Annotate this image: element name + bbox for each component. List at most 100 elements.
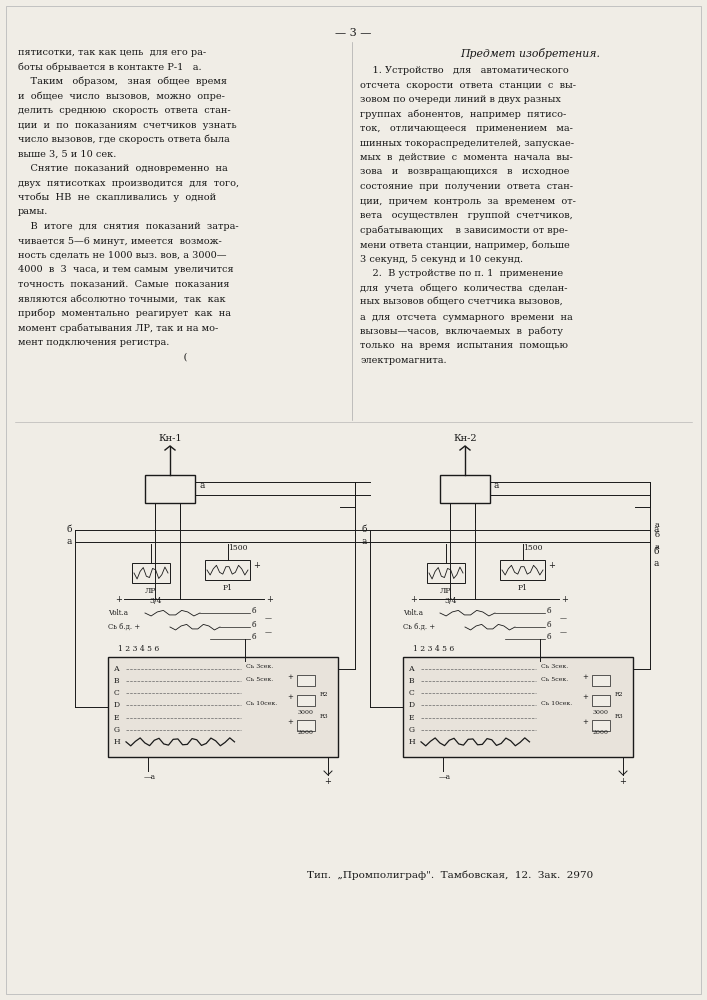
Text: б: б [252, 621, 257, 629]
Text: ных вызовов общего счетчика вызовов,: ных вызовов общего счетчика вызовов, [360, 298, 563, 307]
Text: б: б [654, 548, 660, 556]
Text: б: б [252, 633, 257, 641]
Text: чтобы  НВ  не  скапливались  у  одной: чтобы НВ не скапливались у одной [18, 193, 216, 202]
Text: 4000  в  3  часа, и тем самым  увеличится: 4000 в 3 часа, и тем самым увеличится [18, 265, 233, 274]
Text: число вызовов, где скорость ответа была: число вызовов, где скорость ответа была [18, 135, 230, 144]
Text: а: а [199, 481, 204, 490]
Text: б: б [655, 531, 660, 539]
Text: +: + [619, 777, 626, 786]
Text: зова   и   возвращающихся   в   исходное: зова и возвращающихся в исходное [360, 167, 569, 176]
Text: Е: Е [114, 714, 119, 722]
Text: G: G [114, 726, 120, 734]
Text: 3/4: 3/4 [445, 597, 457, 605]
Text: А: А [409, 665, 415, 673]
Text: делить  среднюю  скорость  ответа  стан-: делить среднюю скорость ответа стан- [18, 106, 230, 115]
Text: R3: R3 [320, 714, 329, 720]
Text: +: + [325, 777, 332, 786]
Text: +: + [583, 674, 589, 680]
Text: боты обрывается в контакте Р-1   а.: боты обрывается в контакте Р-1 а. [18, 62, 201, 72]
Text: и  общее  число  вызовов,  можно  опре-: и общее число вызовов, можно опре- [18, 92, 225, 101]
Text: 1 2 3 4 5 6: 1 2 3 4 5 6 [118, 645, 159, 653]
Bar [132, 563, 170, 583]
Text: +: + [288, 674, 293, 680]
Text: срабатывающих    в зависимости от вре-: срабатывающих в зависимости от вре- [360, 226, 568, 235]
Text: вызовы—часов,  включаемых  в  работу: вызовы—часов, включаемых в работу [360, 327, 563, 336]
Text: +: + [410, 594, 417, 603]
Text: Сь 10сек.: Сь 10сек. [541, 701, 572, 706]
Text: Сь б.д. +: Сь б.д. + [108, 623, 140, 631]
Text: а: а [494, 481, 499, 490]
Bar [592, 720, 609, 731]
Text: ции,  причем  контроль  за  временем  от-: ции, причем контроль за временем от- [360, 196, 576, 206]
Text: б: б [361, 526, 367, 534]
Bar [297, 675, 315, 686]
Text: +: + [288, 719, 293, 725]
Text: б: б [547, 633, 551, 641]
Text: Сь 3сек.: Сь 3сек. [541, 664, 568, 670]
Text: —а: —а [439, 773, 451, 781]
Text: а: а [361, 538, 367, 546]
Text: +: + [115, 594, 122, 603]
Text: для  учета  общего  количества  сделан-: для учета общего количества сделан- [360, 284, 568, 293]
Text: D: D [114, 701, 120, 709]
Text: б: б [66, 526, 72, 534]
Text: 1500: 1500 [522, 544, 542, 552]
Bar [500, 560, 545, 580]
Text: +: + [561, 594, 568, 603]
Text: чивается 5—6 минут, имеется  возмож-: чивается 5—6 минут, имеется возмож- [18, 236, 222, 245]
Text: точность  показаний.  Самые  показания: точность показаний. Самые показания [18, 280, 230, 289]
Text: б: б [252, 607, 257, 615]
Text: С: С [409, 689, 415, 697]
Text: состояние  при  получении  ответа  стан-: состояние при получении ответа стан- [360, 182, 573, 191]
Text: ЛР: ЛР [145, 587, 157, 595]
Text: Кн-1: Кн-1 [158, 434, 182, 443]
Text: В  итоге  для  снятия  показаний  затра-: В итоге для снятия показаний затра- [18, 222, 239, 231]
Text: R2: R2 [320, 692, 329, 698]
Text: пятисотки, так как цепь  для его ра-: пятисотки, так как цепь для его ра- [18, 48, 206, 57]
Text: В: В [409, 677, 414, 685]
Text: R3: R3 [615, 714, 624, 720]
Text: 2000: 2000 [592, 730, 609, 734]
Text: 1500: 1500 [228, 544, 247, 552]
Text: б: б [547, 621, 551, 629]
Text: только  на  время  испытания  помощью: только на время испытания помощью [360, 342, 568, 351]
Text: отсчета  скорости  ответа  станции  с  вы-: отсчета скорости ответа станции с вы- [360, 81, 576, 90]
Text: Р1: Р1 [518, 584, 527, 592]
Text: — 3 —: — 3 — [335, 28, 371, 38]
Text: выше 3, 5 и 10 сек.: выше 3, 5 и 10 сек. [18, 149, 117, 158]
Text: +: + [583, 719, 589, 725]
Bar [592, 675, 609, 686]
Text: ЛР: ЛР [440, 587, 452, 595]
Text: ность сделать не 1000 выз. вов, а 3000—: ность сделать не 1000 выз. вов, а 3000— [18, 251, 226, 260]
Text: R2: R2 [615, 692, 624, 698]
Text: +: + [548, 560, 555, 570]
Text: вета   осуществлен   группой  счетчиков,: вета осуществлен группой счетчиков, [360, 211, 573, 220]
Text: Р1: Р1 [223, 584, 233, 592]
Text: Сь б.д. +: Сь б.д. + [403, 623, 435, 631]
Text: Volt.a: Volt.a [403, 609, 423, 617]
Text: 3/4: 3/4 [150, 597, 162, 605]
Text: ции  и  по  показаниям  счетчиков  узнать: ции и по показаниям счетчиков узнать [18, 120, 237, 129]
Text: а: а [655, 543, 660, 551]
Text: ток,   отличающееся   применением   ма-: ток, отличающееся применением ма- [360, 124, 573, 133]
Text: Тип.  „Промполиграф".  Тамбовская,  12.  Зак.  2970: Тип. „Промполиграф". Тамбовская, 12. Зак… [307, 870, 593, 880]
Text: зовом по очереди линий в двух разных: зовом по очереди линий в двух разных [360, 95, 561, 104]
Text: б: б [547, 607, 551, 615]
Text: —: — [265, 615, 272, 621]
Text: 3000: 3000 [592, 710, 609, 714]
Text: —а: —а [144, 773, 156, 781]
Text: Сь 10сек.: Сь 10сек. [246, 701, 277, 706]
Text: прибор  моментально  реагирует  как  на: прибор моментально реагирует как на [18, 309, 231, 318]
Text: двух  пятисотках  производится  для  того,: двух пятисотках производится для того, [18, 178, 239, 188]
Text: +: + [288, 694, 293, 700]
Text: А: А [114, 665, 119, 673]
Text: а: а [654, 526, 660, 534]
Text: (: ( [18, 353, 187, 361]
Text: В: В [114, 677, 119, 685]
Text: а: а [655, 521, 660, 529]
Text: —: — [560, 629, 567, 635]
Text: H: H [114, 738, 121, 746]
Text: мент подключения регистра.: мент подключения регистра. [18, 338, 170, 347]
Text: 3 секунд, 5 секунд и 10 секунд.: 3 секунд, 5 секунд и 10 секунд. [360, 254, 523, 263]
Bar [297, 720, 315, 731]
